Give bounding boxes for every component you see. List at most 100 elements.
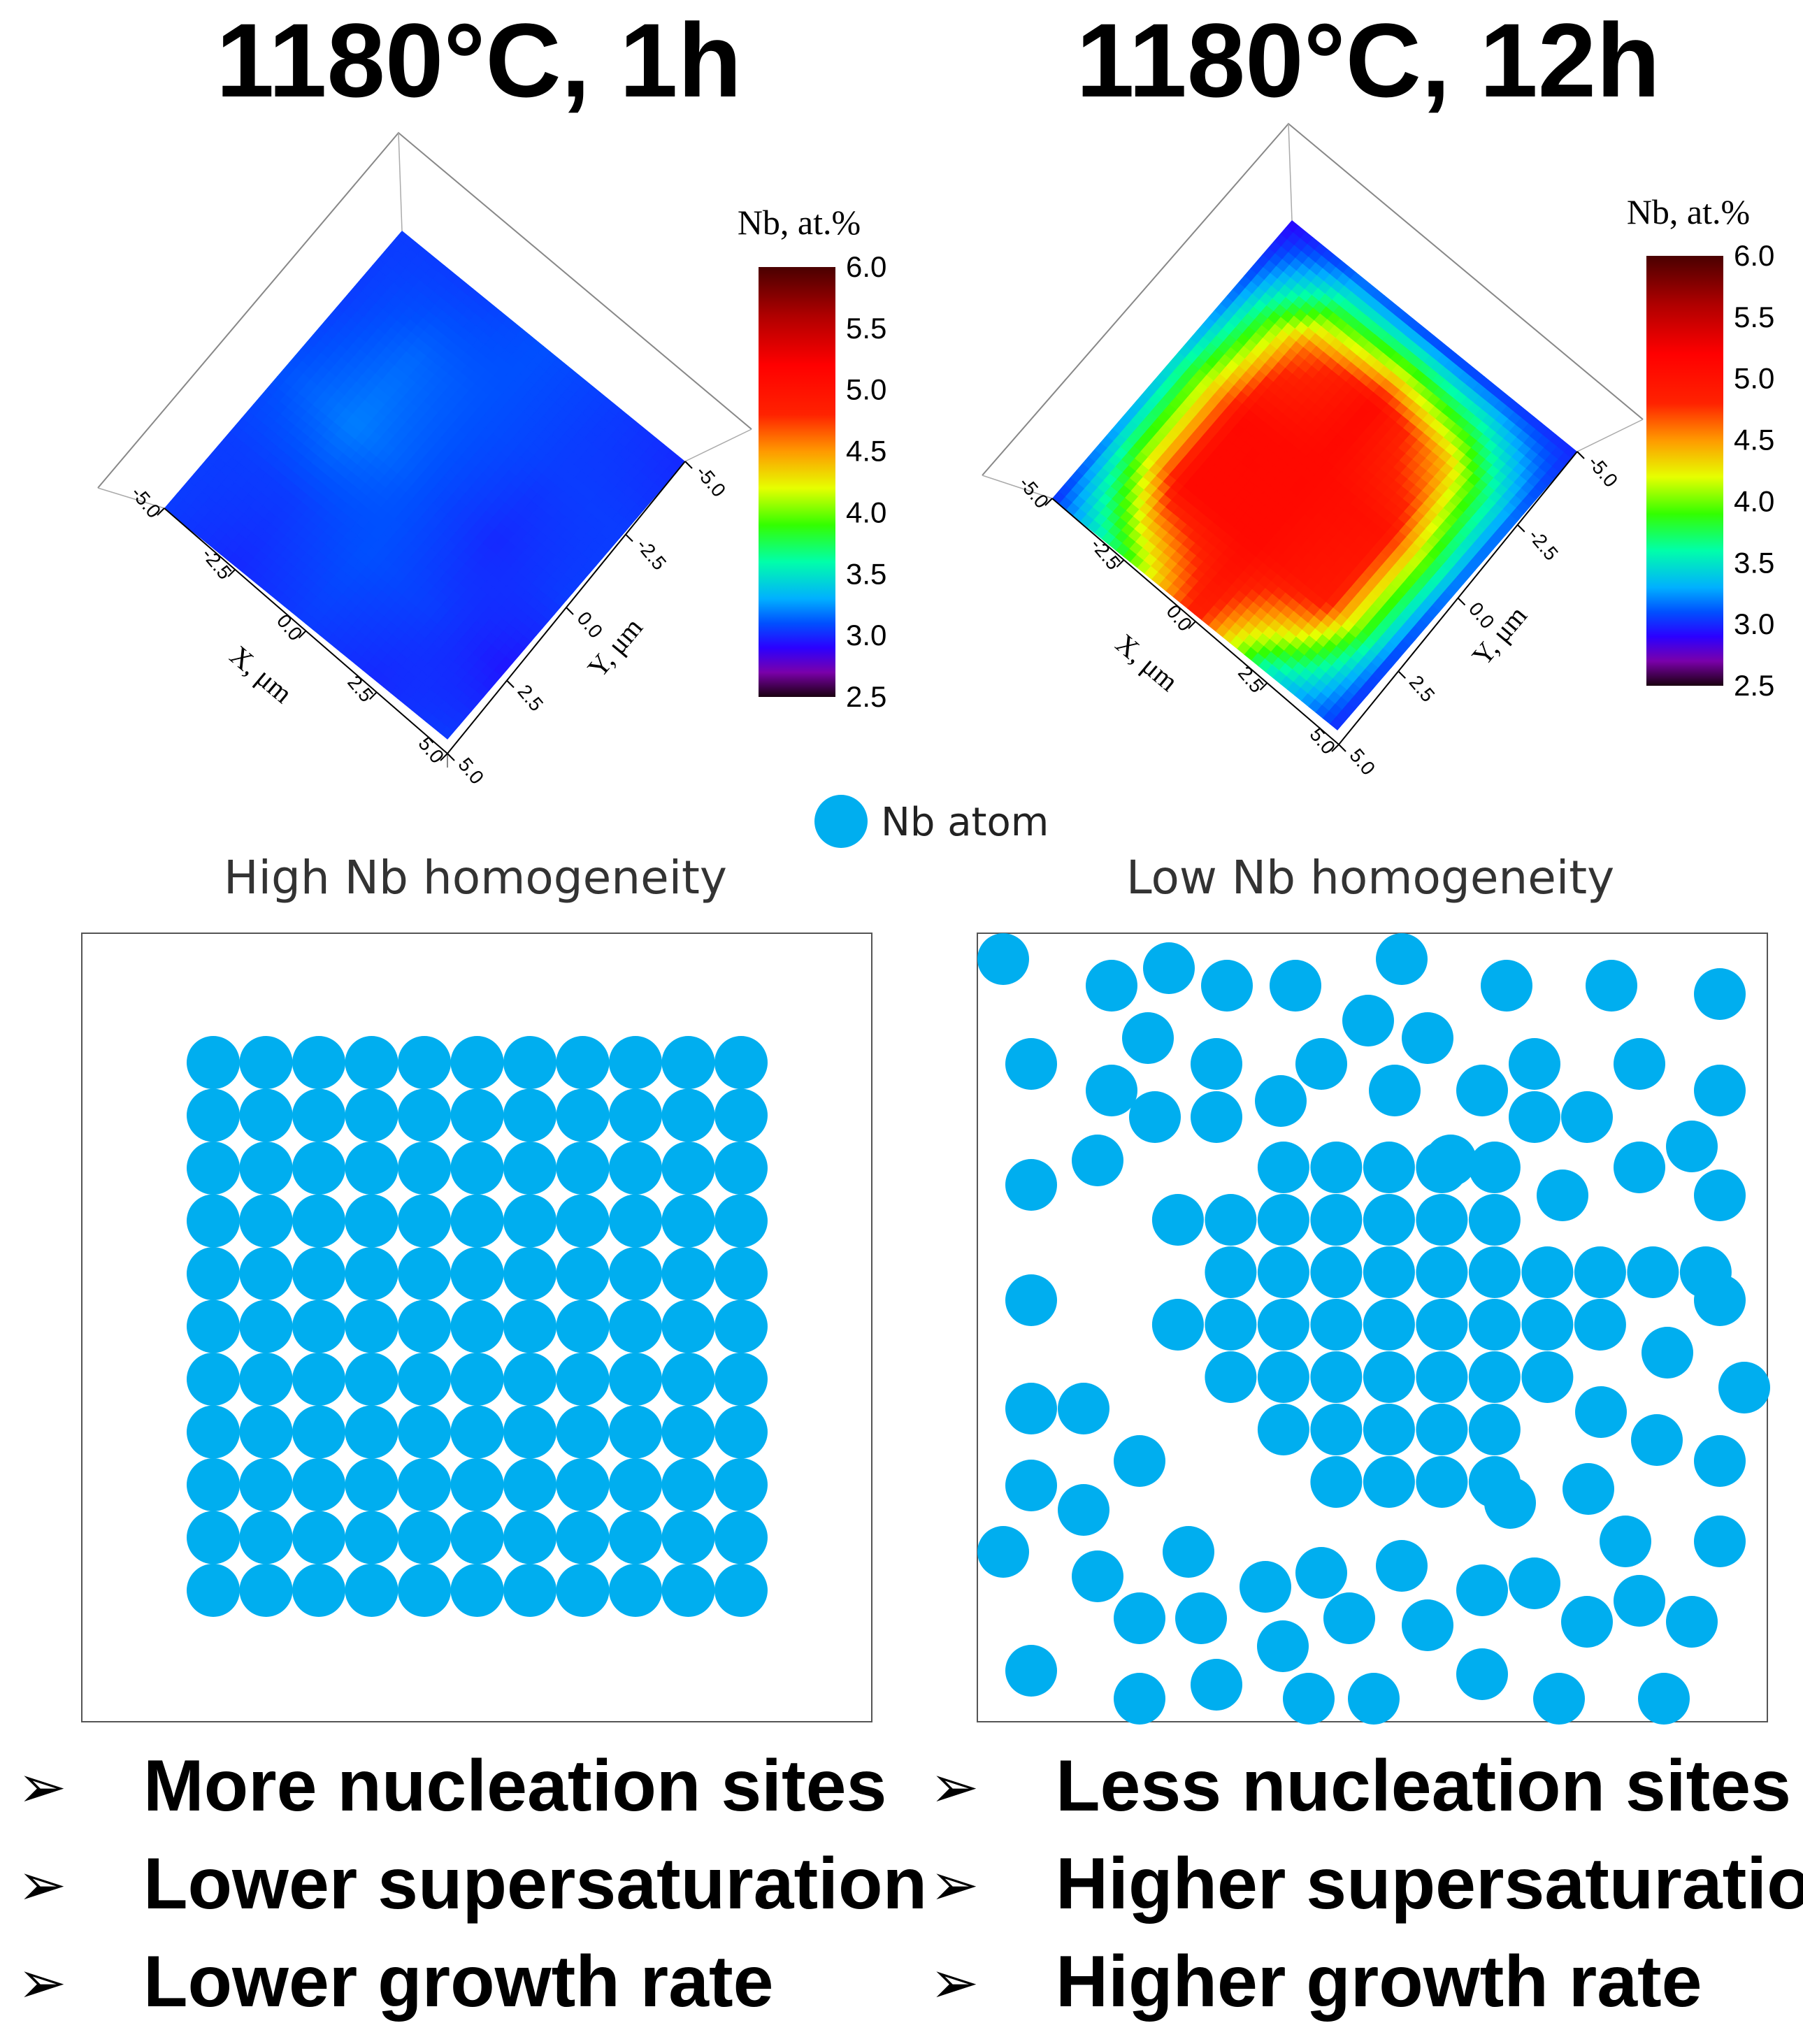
nb-atom xyxy=(345,1194,398,1248)
nb-atom xyxy=(1509,1091,1560,1143)
nb-atom xyxy=(1257,1194,1309,1246)
nb-atom xyxy=(977,933,1029,985)
bullets-left: ➢ More nucleation sites ➢ Lower supersat… xyxy=(17,1746,927,2022)
x-tick-mark xyxy=(369,691,378,700)
nb-atom xyxy=(1468,1351,1521,1403)
colorbar-tick-label: 3.0 xyxy=(1734,607,1774,640)
nb-atom xyxy=(398,1353,451,1406)
nb-atom xyxy=(556,1458,610,1511)
x-tick-label: -5.0 xyxy=(1014,473,1053,512)
nb-atom xyxy=(1255,1075,1307,1127)
nb-atom xyxy=(1086,960,1137,1012)
nb-atom xyxy=(450,1511,504,1564)
nb-atom xyxy=(609,1194,662,1248)
nb-atom xyxy=(503,1564,556,1617)
nb-atom xyxy=(292,1194,345,1248)
nb-atom xyxy=(1205,1194,1257,1246)
nb-atom xyxy=(714,1247,768,1300)
nb-atom xyxy=(503,1142,556,1195)
y-tick-mark xyxy=(447,753,455,761)
nb-atom xyxy=(661,1194,715,1248)
bullet-text: Higher growth rate xyxy=(1056,1941,1702,2022)
nb-atom xyxy=(1240,1561,1291,1613)
nb-atom xyxy=(714,1353,768,1406)
bullet-mark: ➢ xyxy=(930,1850,979,1919)
nb-atom xyxy=(450,1564,504,1617)
nb-atom xyxy=(345,1300,398,1353)
nb-atom xyxy=(1114,1592,1165,1644)
nb-atom xyxy=(556,1353,610,1406)
colorbar-tick-label: 6.0 xyxy=(846,250,886,283)
nb-atom xyxy=(503,1511,556,1564)
bullet-mark: ➢ xyxy=(930,1752,979,1821)
nb-atom xyxy=(1563,1463,1614,1515)
y-tick-label: 2.5 xyxy=(1405,671,1439,706)
nb-atom xyxy=(714,1511,768,1564)
nb-atom xyxy=(1310,1142,1363,1193)
nb-atom xyxy=(503,1405,556,1459)
nb-atom xyxy=(1561,1091,1613,1143)
nb-atom xyxy=(239,1142,293,1195)
bullet-text: More nucleation sites xyxy=(143,1746,886,1827)
legend-label: Nb atom xyxy=(881,800,1049,845)
nb-atom xyxy=(1005,1460,1057,1511)
nb-atom xyxy=(345,1036,398,1089)
box-edge-right-r xyxy=(1576,419,1644,452)
title-left: 1180°C, 1h xyxy=(216,1,742,119)
nb-atom xyxy=(1402,1012,1453,1064)
nb-atom xyxy=(292,1458,345,1511)
nb-atom xyxy=(1257,1246,1309,1298)
surface-map-right: -5.0-2.50.02.55.05.02.50.0-2.5-5.0 X, μm… xyxy=(982,122,1644,779)
nb-atom xyxy=(977,1526,1029,1578)
nb-atom xyxy=(714,1458,768,1511)
title-right: 1180°C, 12h xyxy=(1076,1,1660,119)
box-edge-left-back xyxy=(398,132,403,231)
nb-atom xyxy=(661,1142,715,1195)
nb-atom xyxy=(1151,1194,1204,1246)
nb-atom xyxy=(1456,1648,1508,1700)
x-tick-mark xyxy=(157,508,165,516)
nb-atom xyxy=(1257,1404,1309,1455)
nb-atom xyxy=(1376,933,1428,985)
nb-atom xyxy=(1416,1404,1468,1455)
nb-atom xyxy=(609,1458,662,1511)
nb-atom xyxy=(1666,1596,1718,1648)
nb-atom xyxy=(398,1511,451,1564)
colorbar-tick-label: 3.5 xyxy=(846,557,886,590)
nb-atom xyxy=(1205,1351,1257,1403)
nb-atom xyxy=(1005,1645,1057,1697)
nb-atom xyxy=(187,1036,240,1089)
nb-atom xyxy=(661,1405,715,1459)
nb-atom xyxy=(239,1036,293,1089)
colorbar-tick-label: 4.0 xyxy=(1734,484,1774,517)
nb-atom xyxy=(1005,1038,1057,1090)
nb-atom xyxy=(609,1247,662,1300)
nb-atom xyxy=(1295,1038,1347,1090)
nb-atom xyxy=(292,1353,345,1406)
nb-atom xyxy=(556,1088,610,1142)
nb-atom xyxy=(1072,1135,1123,1186)
nb-atom xyxy=(1072,1550,1123,1602)
nb-atom xyxy=(714,1300,768,1353)
nb-atom xyxy=(1614,1575,1665,1627)
nb-atom xyxy=(1348,1673,1400,1725)
nb-atom xyxy=(1114,1435,1165,1487)
nb-atom xyxy=(661,1036,715,1089)
nb-atom xyxy=(1201,960,1253,1012)
nb-atom xyxy=(239,1458,293,1511)
bullet-text: Lower supersaturation xyxy=(143,1843,927,1924)
nb-atom xyxy=(450,1088,504,1142)
nb-atom xyxy=(1363,1142,1415,1193)
nb-atom xyxy=(450,1036,504,1089)
panel-label-right: Low Nb homogeneity xyxy=(1126,851,1614,905)
nb-atom xyxy=(1122,1012,1174,1064)
nb-atom xyxy=(556,1036,610,1089)
nb-atom xyxy=(292,1036,345,1089)
nb-atom xyxy=(1310,1404,1363,1455)
nb-atom xyxy=(503,1458,556,1511)
nb-atom xyxy=(292,1300,345,1353)
nb-atom xyxy=(1205,1299,1257,1351)
nb-atom xyxy=(187,1458,240,1511)
x-axis-label-right: X, μm xyxy=(1109,628,1184,698)
nb-atom xyxy=(1005,1159,1057,1211)
